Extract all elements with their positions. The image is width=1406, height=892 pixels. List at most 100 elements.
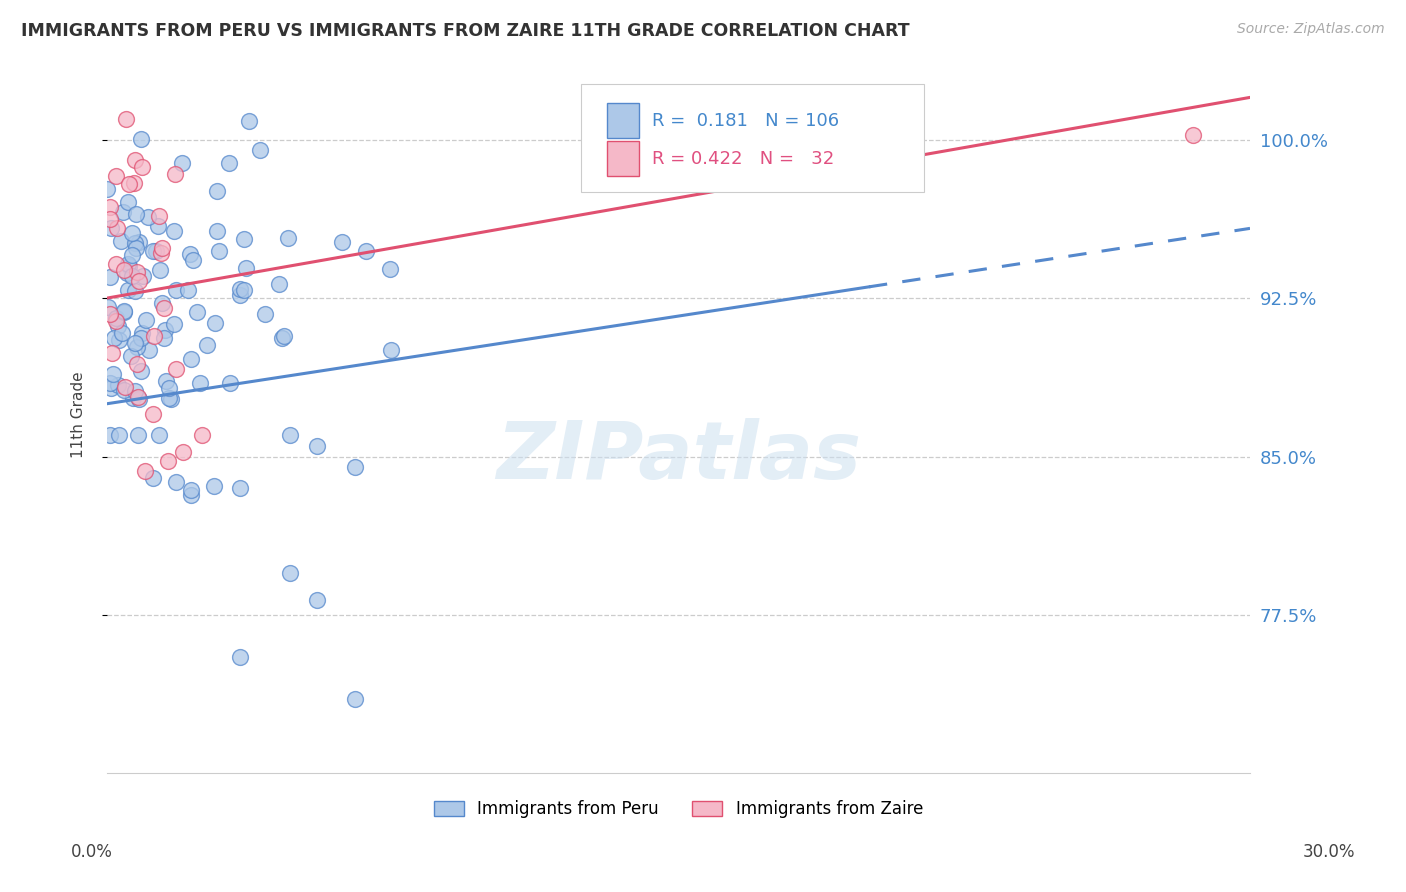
Point bbox=[172, 445, 194, 459]
Point bbox=[273, 329, 295, 343]
Point bbox=[121, 248, 143, 262]
Point bbox=[121, 226, 143, 240]
Point bbox=[278, 566, 301, 580]
Point bbox=[132, 268, 155, 283]
Point bbox=[129, 364, 152, 378]
Bar bbox=[606, 103, 638, 137]
Text: IMMIGRANTS FROM PERU VS IMMIGRANTS FROM ZAIRE 11TH GRADE CORRELATION CHART: IMMIGRANTS FROM PERU VS IMMIGRANTS FROM … bbox=[21, 22, 910, 40]
Point bbox=[96, 182, 118, 196]
Point bbox=[101, 345, 124, 359]
Point bbox=[330, 235, 353, 249]
Point bbox=[229, 650, 252, 665]
Point bbox=[149, 263, 172, 277]
Point bbox=[131, 160, 153, 174]
Point bbox=[343, 460, 366, 475]
Point bbox=[117, 194, 139, 209]
Point bbox=[117, 257, 139, 271]
Point bbox=[125, 206, 148, 220]
Point bbox=[125, 340, 148, 354]
Point bbox=[204, 316, 226, 330]
Point bbox=[205, 184, 228, 198]
Point bbox=[380, 262, 402, 277]
Point bbox=[202, 479, 225, 493]
Point bbox=[181, 252, 204, 267]
Text: 0.0%: 0.0% bbox=[70, 843, 112, 861]
Point bbox=[343, 692, 366, 706]
Point bbox=[159, 392, 181, 406]
Point bbox=[208, 244, 231, 259]
Point bbox=[115, 112, 138, 126]
Point bbox=[129, 131, 152, 145]
Point bbox=[124, 284, 146, 298]
Point bbox=[218, 376, 240, 391]
Text: R = 0.422   N =   32: R = 0.422 N = 32 bbox=[652, 150, 835, 168]
Point bbox=[128, 274, 150, 288]
Point bbox=[157, 391, 180, 405]
Point bbox=[163, 167, 186, 181]
Point bbox=[103, 331, 125, 345]
Point bbox=[270, 331, 292, 345]
Point bbox=[138, 343, 160, 358]
Text: R =  0.181   N = 106: R = 0.181 N = 106 bbox=[652, 112, 839, 129]
Point bbox=[124, 153, 146, 168]
Point bbox=[1181, 128, 1204, 143]
Point bbox=[142, 244, 165, 259]
Point bbox=[114, 380, 136, 394]
Point bbox=[105, 310, 128, 325]
Point bbox=[157, 381, 180, 395]
Point bbox=[278, 428, 301, 442]
Point bbox=[163, 224, 186, 238]
Point bbox=[118, 177, 141, 191]
Point bbox=[143, 329, 166, 343]
Point bbox=[120, 350, 142, 364]
Point bbox=[186, 305, 208, 319]
Point bbox=[128, 235, 150, 250]
Point bbox=[134, 464, 156, 478]
Point bbox=[127, 357, 149, 371]
Point bbox=[205, 224, 228, 238]
Point bbox=[142, 407, 165, 421]
Point bbox=[191, 428, 214, 442]
Point bbox=[354, 244, 377, 259]
Point bbox=[110, 235, 132, 249]
Point bbox=[170, 155, 193, 169]
Point bbox=[180, 487, 202, 501]
Point bbox=[107, 378, 129, 392]
Point bbox=[180, 352, 202, 367]
Legend: Immigrants from Peru, Immigrants from Zaire: Immigrants from Peru, Immigrants from Za… bbox=[426, 791, 931, 826]
Point bbox=[155, 374, 177, 388]
Point bbox=[148, 209, 170, 223]
Text: Source: ZipAtlas.com: Source: ZipAtlas.com bbox=[1237, 22, 1385, 37]
Point bbox=[121, 269, 143, 284]
Point bbox=[122, 176, 145, 190]
Point bbox=[118, 259, 141, 273]
Point bbox=[179, 247, 201, 261]
Point bbox=[100, 381, 122, 395]
Point bbox=[107, 220, 129, 235]
Point bbox=[165, 283, 187, 297]
Point bbox=[165, 362, 187, 376]
Point bbox=[98, 376, 121, 390]
Point bbox=[97, 301, 120, 315]
Point bbox=[163, 317, 186, 331]
Point bbox=[128, 392, 150, 406]
Point bbox=[150, 296, 173, 310]
Point bbox=[153, 323, 176, 337]
Point bbox=[112, 263, 135, 277]
Point bbox=[235, 260, 257, 275]
Point bbox=[229, 481, 252, 495]
Point bbox=[195, 338, 218, 352]
Point bbox=[100, 200, 122, 214]
Point bbox=[112, 383, 135, 397]
Point bbox=[127, 428, 149, 442]
Point bbox=[124, 235, 146, 250]
Point bbox=[127, 265, 149, 279]
Point bbox=[105, 256, 128, 270]
Text: ZIPatlas: ZIPatlas bbox=[496, 418, 860, 496]
Point bbox=[124, 384, 146, 399]
Point bbox=[100, 221, 122, 235]
Point bbox=[165, 475, 187, 489]
Text: 30.0%: 30.0% bbox=[1302, 843, 1355, 861]
Point bbox=[129, 331, 152, 345]
Point bbox=[127, 390, 149, 404]
